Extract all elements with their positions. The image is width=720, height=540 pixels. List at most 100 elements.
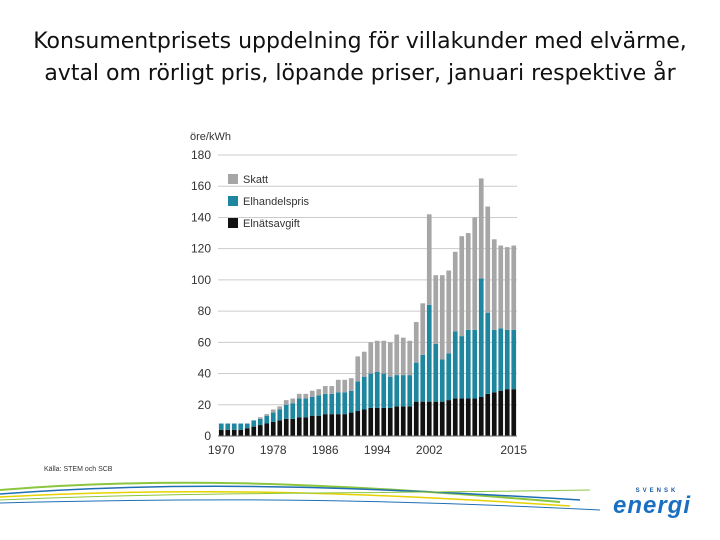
bar-segment [498,245,504,329]
bar-segment [348,378,354,391]
legend-label: Elhandelspris [243,196,310,208]
bar-segment [355,356,361,382]
y-tick-label: 120 [191,242,211,256]
bar-segment [277,409,283,421]
bar-segment [368,342,374,374]
bar-segment [296,398,302,418]
bar-segment [244,428,250,436]
bar-segment [459,398,465,436]
bar-segment [381,407,387,436]
slide-title: Konsumentprisets uppdelning för villakun… [0,26,720,90]
bar-segment [316,395,322,416]
bar-segment [251,420,257,427]
bar-segment [329,414,335,436]
bar-segment [257,418,263,426]
bar-segment [342,379,348,393]
bar-segment [420,303,426,355]
bar-segment [303,417,309,436]
bar-segment [433,275,439,344]
bar-segment [446,270,452,354]
bar-segment [355,381,361,412]
bar-segment [498,390,504,436]
bar-segment [472,398,478,436]
bar-segment [244,423,250,429]
x-tick-label: 1978 [260,443,287,457]
bar-segment [309,396,315,416]
bar-segment [400,406,406,436]
bar-segment [426,401,432,436]
bar-segment [290,418,296,436]
bar-segment [329,393,335,415]
bar-segment [413,401,419,436]
bar-segment [283,418,289,436]
bar-segment [394,334,400,376]
bar-segment [459,236,465,337]
bar-segment [439,275,445,360]
bar-segment [439,401,445,436]
bar-segment [511,245,517,330]
y-axis-label: öre/kWh [190,131,231,143]
bar-segment [374,407,380,436]
bar-segment [504,389,510,436]
bar-segment [251,426,257,436]
bar-segment [257,425,263,436]
bar-segment [225,423,231,430]
bar-segment [322,414,328,436]
bar-segment [257,417,263,419]
bar-segment [264,414,270,416]
bar-segment [277,420,283,436]
bar-segment [290,403,296,419]
y-tick-label: 40 [198,367,212,381]
bar-segment [400,337,406,376]
bar-segment [270,409,276,413]
bar-segment [361,409,367,436]
bar-segment [478,396,484,436]
bar-segment [452,331,458,399]
bar-segment [407,406,413,436]
swoosh-yellow-line [0,490,571,507]
bar-segment [361,376,367,410]
bar-segment [491,392,497,436]
bar-segment [407,340,413,376]
bar-segment [225,429,231,436]
bar-segment [498,328,504,391]
bar-segment [485,393,491,436]
bar-segment [231,423,237,430]
bar-segment [420,354,426,402]
axis-layer: 0 20 40 60 80 100 120 140 160 180 öre/kWh 1970 1978 1… [190,131,527,457]
bar-segment [368,373,374,408]
source-note: Källa: STEM och SCB [44,466,113,473]
logo-main-text: energi [612,492,692,519]
bar-segment [387,376,393,408]
bar-segment [335,379,341,393]
x-tick-label: 1986 [312,443,339,457]
bar-segment [238,423,244,430]
bar-segment [394,375,400,407]
x-tick-label: 2002 [416,443,443,457]
bar-segment [465,233,471,330]
bar-segment [472,217,478,330]
bar-segment [342,392,348,415]
y-tick-label: 60 [198,335,212,349]
x-tick-label: 1970 [208,443,235,457]
bar-segment [381,373,387,408]
bar-segment [433,343,439,402]
bar-segment [413,362,419,402]
bar-segment [439,359,445,402]
bar-segment [296,417,302,436]
bar-segment [335,392,341,415]
y-tick-label: 80 [198,304,212,318]
bar-segment [394,406,400,436]
bar-segment [264,423,270,436]
bar-segment [316,415,322,436]
y-tick-label: 100 [191,273,211,287]
bar-segment [491,329,497,393]
bar-segment [283,404,289,419]
y-tick-label: 140 [191,210,211,224]
legend-swatch [228,218,238,228]
bar-segment [459,336,465,399]
swoosh-green-line-2 [0,489,591,501]
bar-segment [491,239,497,330]
legend-swatch [228,196,238,206]
